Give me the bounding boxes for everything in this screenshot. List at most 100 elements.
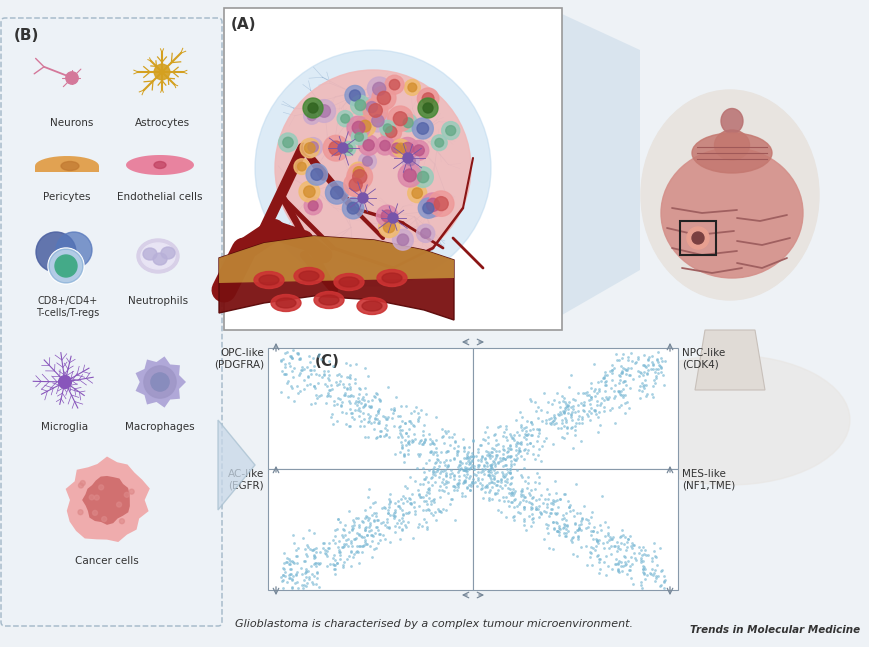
Point [624,348,638,358]
Circle shape [376,205,397,226]
Point [399,508,413,518]
Point [412,437,426,448]
Point [338,530,352,540]
Point [466,478,480,488]
Point [526,423,540,433]
Point [352,395,366,406]
Point [282,556,296,566]
Point [500,452,514,462]
Point [343,360,357,370]
Point [413,479,427,489]
Point [508,441,522,452]
Point [582,552,596,562]
Point [635,564,649,575]
Point [519,430,533,440]
Point [294,563,308,573]
Point [461,442,475,452]
Point [322,385,336,395]
Point [640,368,653,378]
Point [631,547,645,558]
Point [635,380,649,391]
Point [487,465,501,476]
Point [490,488,504,498]
Point [363,411,377,421]
Point [343,390,357,400]
Point [654,565,668,575]
Point [489,466,503,477]
Ellipse shape [275,298,295,308]
Point [323,412,337,422]
Point [559,528,573,538]
Point [307,381,321,391]
Point [531,431,545,441]
Point [511,507,525,517]
Point [588,540,602,551]
Point [637,382,651,393]
Point [317,370,331,380]
Point [497,479,511,490]
Point [590,400,604,410]
Point [494,474,507,484]
Point [492,481,506,491]
Point [283,380,297,391]
Point [442,468,456,479]
Point [342,373,356,383]
Point [640,569,653,580]
Point [593,525,607,536]
Point [298,566,312,576]
Point [457,476,471,486]
Point [451,441,465,451]
Point [382,489,396,499]
Point [631,352,645,362]
Point [513,446,527,456]
Point [609,546,623,556]
Point [454,463,468,474]
Point [447,470,461,481]
Point [556,519,570,529]
Point [287,558,301,568]
Bar [268,469,473,590]
Point [347,516,361,527]
Point [292,353,306,364]
Point [345,541,359,551]
Point [557,489,571,499]
Circle shape [351,129,367,145]
Point [462,485,476,496]
Point [470,446,484,457]
Point [541,542,555,553]
Point [328,555,342,565]
Point [523,424,537,435]
Point [573,509,587,519]
Point [293,386,307,396]
Point [547,509,561,519]
Point [299,549,313,560]
Point [295,362,308,372]
Point [295,583,309,593]
Point [281,376,295,386]
Point [616,349,630,359]
Point [428,435,442,445]
Point [483,447,497,457]
Point [408,434,421,444]
Point [507,488,521,498]
Point [577,388,591,399]
Circle shape [338,143,348,153]
Point [646,364,660,375]
Point [561,502,575,512]
Point [328,531,342,542]
Point [480,480,494,490]
Point [646,570,660,580]
Point [351,547,365,557]
Point [431,461,445,472]
Circle shape [306,164,327,185]
Text: Cancer cells: Cancer cells [75,556,139,566]
Point [302,357,316,367]
Point [639,550,653,560]
Point [333,375,347,386]
Point [519,483,533,494]
Point [276,575,290,586]
Point [501,483,514,494]
Point [474,483,488,494]
Point [327,560,341,571]
Point [451,446,465,456]
